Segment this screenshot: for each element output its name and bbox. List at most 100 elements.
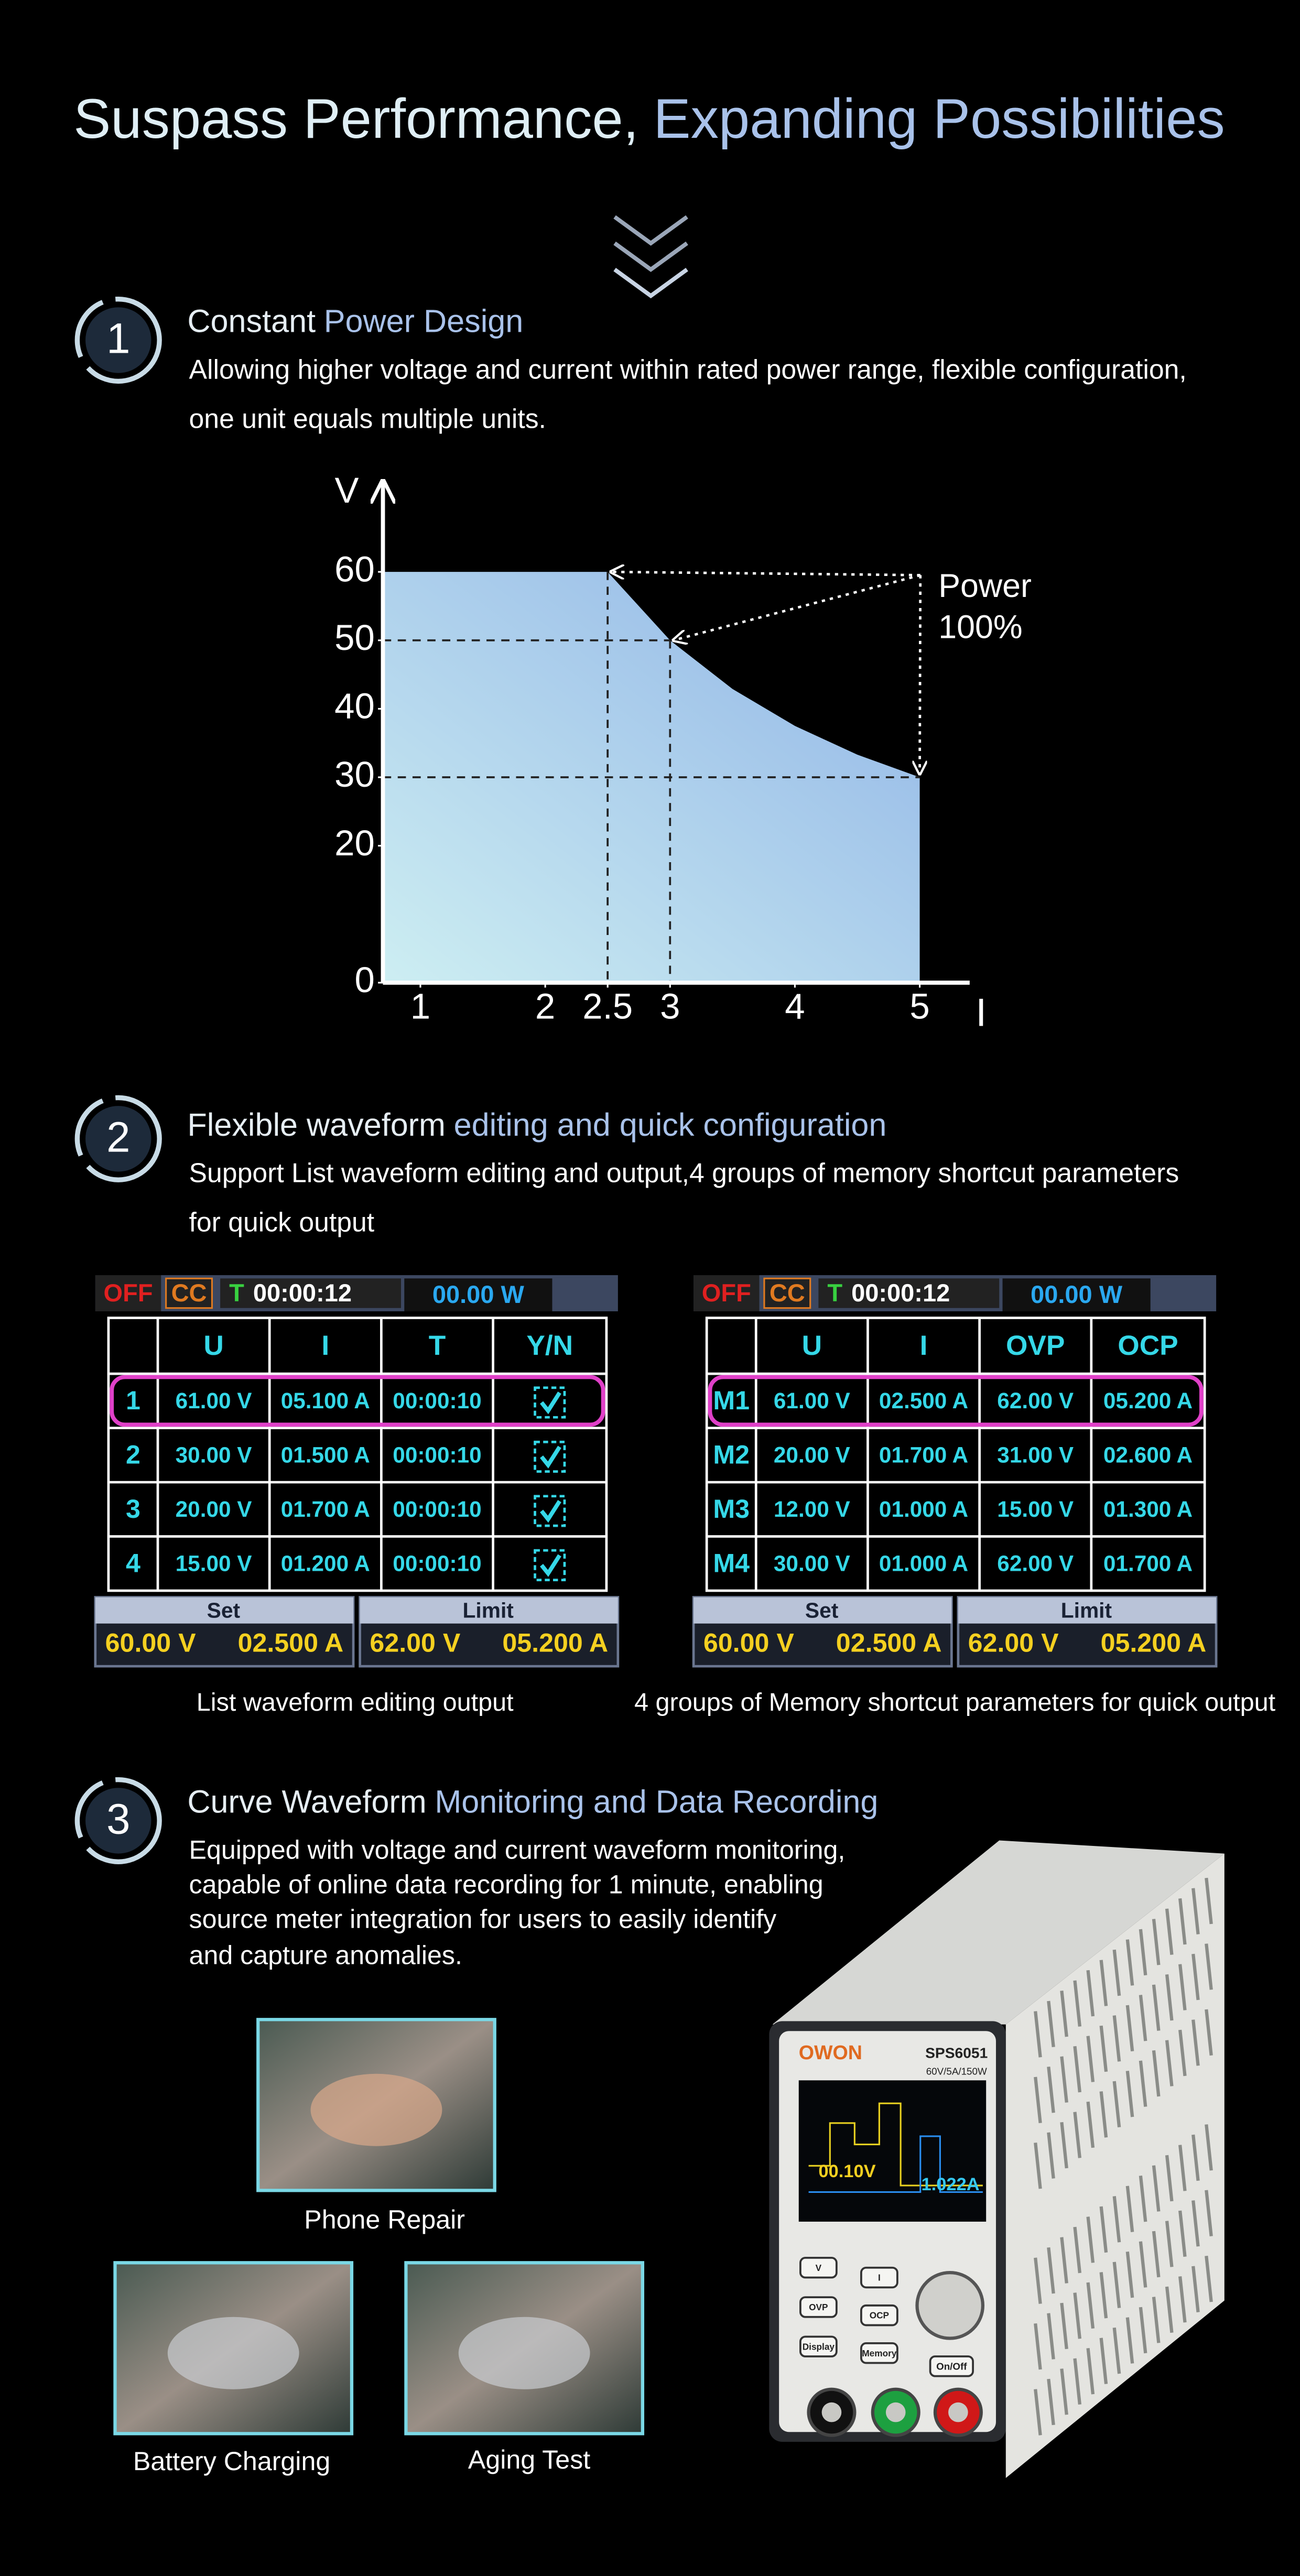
text: I: [976, 990, 987, 1034]
text: Set: [805, 1598, 839, 1622]
checkbox: [534, 1549, 566, 1581]
text: Equipped with voltage and current wavefo…: [189, 1835, 846, 1865]
section-badge-ring: [74, 296, 162, 384]
table-frame: [705, 1317, 1206, 1592]
vent: [1047, 2247, 1055, 2294]
text: 3: [106, 1796, 130, 1843]
text: T: [827, 1279, 842, 1307]
vent: [1047, 2313, 1055, 2360]
text: 02.500 A: [836, 1628, 942, 1658]
text: OFF: [702, 1279, 751, 1307]
table-header: Y/N: [526, 1330, 573, 1361]
table-cell: 01.300 A: [1103, 1497, 1193, 1521]
x-tick-label: 2.5: [582, 986, 633, 1026]
table-frame: [107, 1317, 608, 1592]
annotation-arrow: [611, 572, 920, 575]
text: Limit: [1061, 1598, 1112, 1622]
row-highlight: [110, 1375, 605, 1427]
table-cell: M1: [713, 1386, 750, 1415]
mode-box: [763, 1277, 811, 1309]
y-tick-label: 40: [334, 686, 375, 726]
table-cell: 4: [126, 1549, 140, 1578]
checkmark: [540, 1445, 561, 1469]
x-tick-label: 1: [410, 986, 430, 1026]
vent: [1178, 2210, 1187, 2257]
table-cell: 2: [126, 1440, 140, 1470]
vent: [1112, 1949, 1121, 1996]
vent: [1191, 2266, 1200, 2312]
vent: [1099, 2272, 1108, 2319]
table-cell: 01.500 A: [281, 1443, 370, 1468]
section-heading: Flexible waveform editing and quick confi…: [187, 1107, 886, 1143]
vent: [1034, 2257, 1042, 2304]
checkbox: [534, 1386, 566, 1419]
vent: [1034, 2011, 1042, 2058]
text: OFF: [104, 1279, 153, 1307]
table-cell: 02.500 A: [879, 1388, 968, 1413]
button-label: OCP: [870, 2310, 889, 2321]
vent: [1086, 1970, 1095, 2017]
section-badge-ring: [74, 1777, 162, 1864]
vent: [1060, 2056, 1068, 2103]
vent: [1178, 2276, 1187, 2323]
vent: [1191, 1953, 1200, 2001]
device-button: [799, 2335, 838, 2357]
vent: [1047, 2378, 1055, 2426]
table-cell: 3: [126, 1494, 140, 1524]
vent: [1099, 2091, 1108, 2138]
table-cell: 01.700 A: [879, 1443, 968, 1468]
table-header: T: [429, 1330, 446, 1361]
table-cell: 61.00 V: [176, 1388, 252, 1413]
terminal-core: [948, 2402, 968, 2422]
vent: [1139, 2175, 1147, 2222]
vent: [1205, 2190, 1213, 2236]
table-cell: 01.000 A: [879, 1551, 968, 1576]
annotation-arrow: [674, 574, 921, 640]
vent: [1152, 2297, 1161, 2343]
table-cell: M3: [713, 1494, 750, 1524]
table-cell: 15.00 V: [997, 1497, 1074, 1521]
text: for quick output: [189, 1207, 375, 1237]
photo-detail: [458, 2317, 590, 2389]
text: 00.00 W: [1031, 1280, 1123, 1308]
table-cell: 00:00:10: [393, 1443, 481, 1468]
vent: [1205, 1943, 1213, 1990]
vent: [1152, 1919, 1161, 1965]
vent: [1178, 2029, 1187, 2077]
table-cell: 05.200 A: [1103, 1388, 1193, 1413]
vent: [1205, 2009, 1213, 2056]
text: 05.200 A: [502, 1628, 608, 1658]
button-label: OVP: [809, 2302, 828, 2312]
text: 00.00 W: [432, 1280, 525, 1308]
photo-caption: Aging Test: [468, 2445, 590, 2474]
table-header: U: [203, 1330, 223, 1361]
x-tick-label: 2: [535, 986, 555, 1026]
table-header: OCP: [1118, 1330, 1178, 1361]
section-badge: [85, 1788, 151, 1854]
vent: [1191, 2134, 1200, 2181]
vent: [1099, 2338, 1108, 2384]
vent: [1112, 2081, 1121, 2128]
vent: [1086, 2101, 1095, 2148]
vent: [1152, 2231, 1161, 2278]
chevrons: [613, 215, 688, 299]
table-header: U: [802, 1330, 822, 1361]
vent: [1165, 2155, 1174, 2202]
screen-caption: List waveform editing output: [197, 1688, 514, 1716]
timer-box: [818, 1278, 1000, 1308]
vent: [1205, 1877, 1213, 1925]
table-cell: 31.00 V: [997, 1443, 1074, 1468]
table-cell: 01.700 A: [281, 1497, 370, 1521]
checkmark: [540, 1499, 561, 1523]
status-off-bg: [694, 1275, 760, 1311]
table-cell: 01.000 A: [879, 1497, 968, 1521]
vent: [1178, 1898, 1187, 1945]
vent: [1139, 1995, 1147, 2041]
text: 2: [106, 1113, 130, 1161]
vent: [1178, 1964, 1187, 2010]
vent: [1060, 2302, 1068, 2350]
table-cell: 30.00 V: [774, 1551, 850, 1576]
text: OWON: [799, 2041, 862, 2063]
text: T: [229, 1279, 244, 1307]
